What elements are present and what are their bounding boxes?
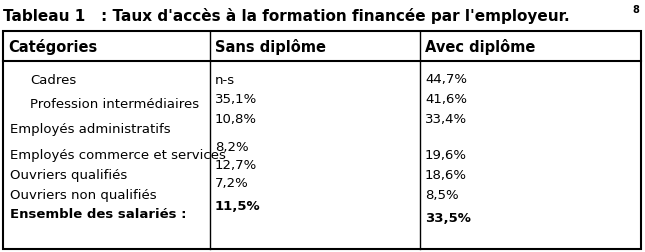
Text: 12,7%: 12,7%: [215, 158, 257, 171]
Text: Tableau 1   : Taux d'accès à la formation financée par l'employeur.: Tableau 1 : Taux d'accès à la formation …: [3, 8, 570, 24]
Text: Ouvriers qualifiés: Ouvriers qualifiés: [10, 168, 127, 181]
Text: 19,6%: 19,6%: [425, 148, 467, 161]
Text: 41,6%: 41,6%: [425, 93, 467, 106]
Text: Avec diplôme: Avec diplôme: [425, 39, 535, 55]
Text: Ouvriers non qualifiés: Ouvriers non qualifiés: [10, 189, 157, 202]
Text: Ensemble des salariés :: Ensemble des salariés :: [10, 208, 186, 220]
Text: Catégories: Catégories: [8, 39, 97, 55]
Text: 35,1%: 35,1%: [215, 93, 257, 106]
Text: 44,7%: 44,7%: [425, 73, 467, 86]
Text: 10,8%: 10,8%: [215, 113, 257, 126]
Text: 18,6%: 18,6%: [425, 168, 467, 181]
Text: n-s: n-s: [215, 73, 235, 86]
Text: Profession intermédiaires: Profession intermédiaires: [30, 98, 199, 111]
Text: 7,2%: 7,2%: [215, 177, 249, 190]
Text: 8: 8: [632, 5, 639, 15]
Bar: [3, 32, 641, 249]
Text: Employés commerce et services: Employés commerce et services: [10, 148, 226, 161]
Text: Cadres: Cadres: [30, 73, 76, 86]
Text: 11,5%: 11,5%: [215, 199, 261, 212]
Text: 33,4%: 33,4%: [425, 113, 467, 126]
Text: 8,5%: 8,5%: [425, 189, 459, 202]
Text: 8,2%: 8,2%: [215, 140, 248, 153]
Text: Employés administratifs: Employés administratifs: [10, 123, 171, 136]
Text: 33,5%: 33,5%: [425, 211, 471, 224]
Text: Sans diplôme: Sans diplôme: [215, 39, 326, 55]
